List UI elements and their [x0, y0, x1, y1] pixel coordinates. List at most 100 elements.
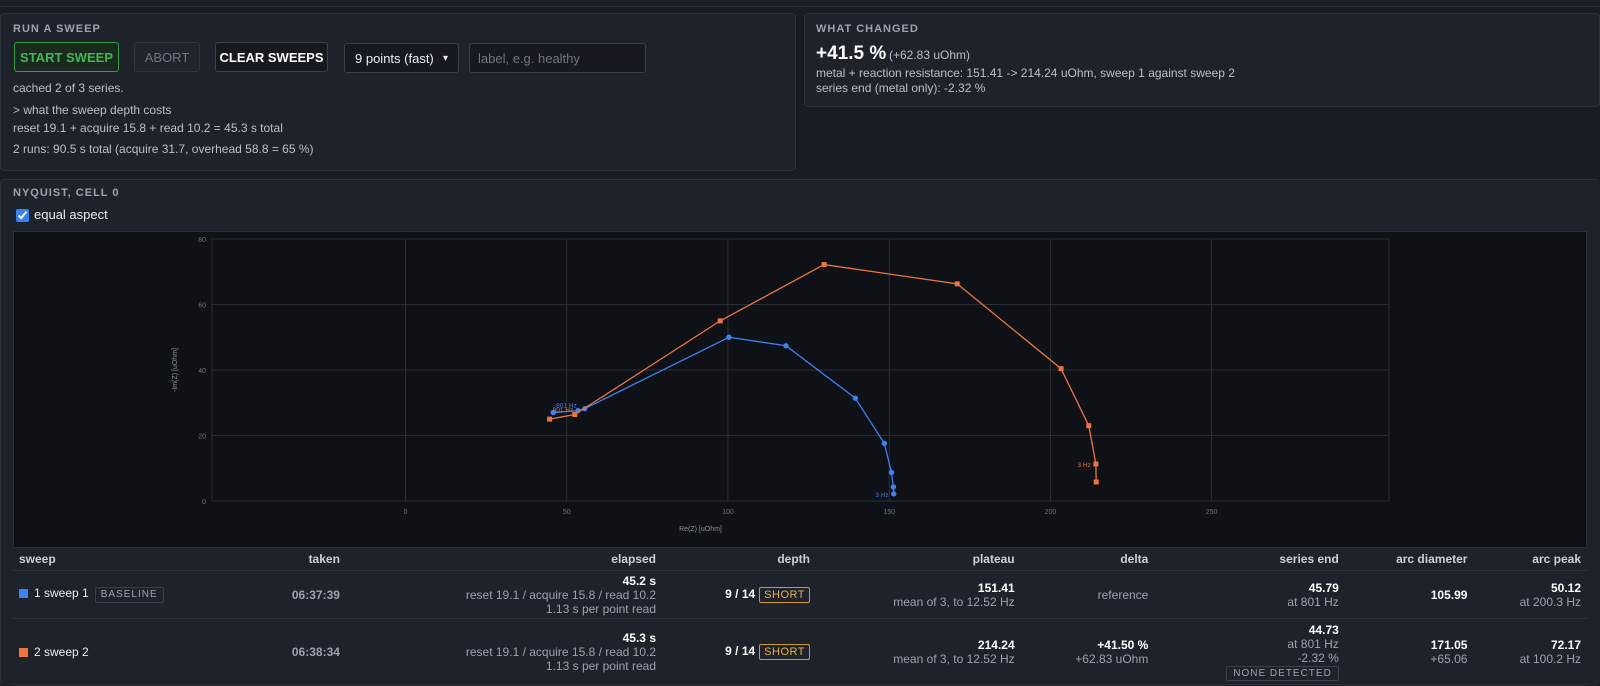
change-absolute: (+62.83 uOhm) [889, 48, 971, 62]
series-line-1 [553, 336, 895, 494]
elapsed-value: 45.2 s [622, 573, 656, 588]
arc-peak-cell: 72.17 at 100.2 Hz [1473, 618, 1587, 685]
cache-status: cached 2 of 3 series. [13, 81, 124, 95]
label-input[interactable] [469, 43, 646, 73]
delta-detail: +62.83 uOhm [1075, 651, 1149, 666]
elapsed-cell: 45.3 s reset 19.1 / acquire 15.8 / read … [345, 618, 662, 685]
sweep-cell: 1 sweep 1 BASELINE [13, 570, 172, 619]
sweep-name: 2 sweep 2 [34, 644, 89, 659]
equal-aspect-checkbox[interactable] [16, 209, 29, 222]
taken-cell: 06:37:39 [171, 570, 346, 619]
nyquist-plot: 0 20 40 60 80 0 50 100 150 200 250 Re(Z) [uOhm] -Im(… [172, 237, 1390, 533]
y-tick-label: 80 [198, 237, 206, 244]
col-series-end: series end [1154, 548, 1345, 571]
plateau-cell: 214.24 mean of 3, to 12.52 Hz [815, 618, 1021, 685]
sweep-cost-toggle[interactable]: > what the sweep depth costs [13, 103, 172, 117]
y-tick-label: 0 [202, 499, 206, 506]
taken-cell: 06:38:34 [171, 618, 346, 685]
y-tick-label: 60 [198, 303, 206, 310]
depth-select[interactable]: 9 points (fast) ▾ [344, 43, 459, 73]
elapsed-detail: reset 19.1 / acquire 15.8 / read 10.2 [465, 644, 656, 659]
elapsed-cell: 45.2 s reset 19.1 / acquire 15.8 / read … [345, 570, 662, 619]
data-point [1093, 479, 1099, 485]
col-taken: taken [171, 548, 346, 571]
elapsed-detail: reset 19.1 / acquire 15.8 / read 10.2 [465, 587, 656, 602]
arc-peak-value: 72.17 [1550, 637, 1581, 652]
baseline-badge: BASELINE [94, 587, 164, 603]
x-tick-label: 0 [404, 509, 408, 516]
series-end-change: -2.32 % [1297, 650, 1339, 665]
clear-sweeps-button[interactable]: CLEAR SWEEPS [215, 42, 328, 72]
elapsed-rate: 1.13 s per point read [545, 658, 656, 673]
delta-value: reference [1097, 587, 1149, 602]
delta-value: +41.50 % [1097, 637, 1149, 652]
series-end-cell: 45.79 at 801 Hz [1154, 570, 1345, 619]
data-point [954, 281, 960, 287]
chart-series: 801 Hz 3 Hz 801 Hz 3 Hz [547, 262, 1099, 499]
what-changed-panel: WHAT CHANGED +41.5 % (+62.83 uOhm) metal… [804, 13, 1600, 107]
x-tick-label: 100 [722, 509, 734, 516]
series-swatch [19, 589, 28, 598]
data-point [890, 491, 897, 497]
start-sweep-button[interactable]: START SWEEP [14, 42, 119, 72]
arc-diameter-cell: 171.05 +65.06 [1344, 618, 1474, 685]
y-tick-label: 40 [198, 368, 206, 375]
data-point [852, 395, 859, 401]
sweep-cost-line: reset 19.1 + acquire 15.8 + read 10.2 = … [13, 121, 283, 135]
chart-axes: 0 20 40 60 80 0 50 100 150 200 250 Re(Z) [uOhm] -Im(… [172, 237, 1218, 533]
change-detail: metal + reaction resistance: 151.41 -> 2… [816, 66, 1235, 80]
x-tick-label: 150 [883, 509, 895, 516]
runs-summary: 2 runs: 90.5 s total (acquire 31.7, over… [13, 142, 314, 156]
top-bar [0, 0, 1600, 7]
x-tick-label: 200 [1045, 509, 1057, 516]
arc-diameter-value: 171.05 [1430, 637, 1468, 652]
frequency-label: 3 Hz [875, 492, 888, 499]
series-end-detail: at 801 Hz [1287, 594, 1339, 609]
plateau-cell: 151.41 mean of 3, to 12.52 Hz [815, 570, 1021, 619]
series-swatch [19, 647, 28, 657]
arc-peak-cell: 50.12 at 200.3 Hz [1473, 570, 1587, 619]
sweep-name: 1 sweep 1 [34, 586, 89, 600]
delta-cell: reference [1020, 570, 1155, 619]
y-tick-label: 20 [198, 434, 206, 441]
abort-button[interactable]: ABORT [134, 42, 200, 72]
table-row[interactable]: 1 sweep 1 BASELINE 06:37:39 45.2 s reset … [13, 570, 1587, 619]
data-point [726, 334, 732, 340]
col-depth: depth [662, 548, 816, 571]
arc-peak-detail: at 100.2 Hz [1519, 651, 1581, 666]
elapsed-value: 45.3 s [622, 630, 656, 645]
none-detected-badge: NONE DETECTED [1226, 665, 1339, 681]
series-end-value: 44.73 [1308, 622, 1339, 637]
elapsed-rate: 1.13 s per point read [545, 601, 656, 616]
plateau-detail: mean of 3, to 12.52 Hz [893, 594, 1015, 609]
arc-diameter-value: 105.99 [1430, 587, 1468, 602]
table-row[interactable]: 2 sweep 2 06:38:34 45.3 s reset 19.1 / a… [13, 618, 1587, 685]
frequency-label: 801 Hz [556, 403, 577, 410]
change-percent: +41.5 % [816, 43, 887, 64]
col-elapsed: elapsed [345, 548, 662, 571]
panel-title: NYQUIST, CELL 0 [13, 187, 120, 199]
frequency-label: 3 Hz [1078, 462, 1091, 469]
frequency-label: 801 Hz [553, 407, 574, 414]
col-delta: delta [1020, 548, 1155, 571]
data-point [547, 416, 553, 422]
nyquist-chart: 0 20 40 60 80 0 50 100 150 200 250 Re(Z) [uOhm] -Im(… [13, 231, 1587, 548]
depth-value: 9 / 14 [725, 643, 756, 658]
series-end-detail: at 801 Hz [1287, 636, 1339, 651]
arc-diameter-detail: +65.06 [1430, 651, 1468, 666]
col-plateau: plateau [815, 548, 1021, 571]
x-axis-label: Re(Z) [uOhm] [679, 526, 722, 533]
arc-diameter-cell: 105.99 [1344, 570, 1474, 619]
plateau-detail: mean of 3, to 12.52 Hz [893, 651, 1015, 666]
equal-aspect-label: equal aspect [34, 207, 108, 222]
col-arc-peak: arc peak [1473, 548, 1587, 571]
plateau-value: 151.41 [977, 580, 1015, 595]
depth-value: 9 / 14 [725, 586, 756, 601]
series-end-value: 45.79 [1308, 580, 1339, 595]
data-point [572, 412, 578, 418]
depth-cell: 9 / 14 SHORT [662, 618, 816, 685]
y-axis-label: -Im(Z) [uOhm] [172, 348, 179, 392]
data-point [890, 484, 897, 490]
depth-cell: 9 / 14 SHORT [662, 570, 816, 619]
panel-title: WHAT CHANGED [816, 23, 919, 35]
